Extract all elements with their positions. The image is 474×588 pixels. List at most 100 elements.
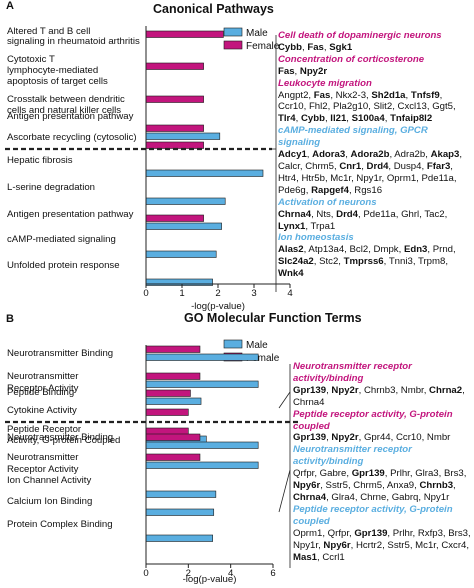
gene-block-heading: Neurotransmitter receptor activity/bindi… bbox=[293, 361, 412, 384]
panel-b-bar-female-1-2 bbox=[145, 372, 201, 380]
panel-a-bar-female-1-4 bbox=[145, 124, 204, 132]
gene-name: Npy1r bbox=[293, 539, 319, 551]
gene-name: Nmbr bbox=[400, 384, 424, 396]
gene-block-heading: Peptide receptor activity, G-protein cou… bbox=[293, 408, 453, 432]
gene-name: S100a4 bbox=[351, 113, 385, 125]
gene-list: Adcy1, Adora3, Adora2b, Adra2b, Akap3, C… bbox=[278, 149, 463, 196]
panel-a-category-label-1-2: apoptosis of target cells bbox=[7, 76, 108, 87]
gene-list: Chrna4, Nts, Drd4, Pde11a, Ghrl, Tac2, L… bbox=[278, 208, 448, 232]
panel-a-x-tick-label-1: 1 bbox=[179, 288, 184, 299]
gene-name: Npy2r bbox=[299, 65, 328, 77]
panel-b-category-label-2-3: Ion Channel Activity bbox=[7, 475, 91, 486]
panel-a-bar-male-2-5 bbox=[145, 278, 213, 286]
gene-name: Bcl2 bbox=[349, 244, 369, 256]
panel-b-legend-label-female: Female bbox=[246, 353, 280, 364]
gene-block-heading: Leukocyte migration bbox=[278, 77, 372, 89]
panel-b-category-label-2-2: Neurotransmitter bbox=[7, 452, 79, 463]
gene-name: Wnk4 bbox=[278, 268, 304, 280]
gene-list: Qrfpr, Gabre, Gpr139, Prlhr, Glra3, Brs3… bbox=[293, 468, 467, 503]
gene-block-heading: Neurotransmitter receptor activity/bindi… bbox=[293, 444, 412, 468]
panel-a-bar-female-2-3 bbox=[145, 214, 204, 222]
panel-a-legend-label-male: Male bbox=[246, 28, 268, 39]
gene-name: Tnfaip8l2 bbox=[390, 113, 433, 125]
gene-block-heading: Activation of neurons bbox=[278, 196, 377, 208]
gene-name: Cybb bbox=[300, 113, 325, 125]
panel-b-letter: B bbox=[6, 313, 14, 325]
gene-name: Npy2r bbox=[331, 384, 359, 396]
gene-name: Angpt2 bbox=[278, 89, 309, 101]
panel-b-x-tick-label-0: 0 bbox=[143, 568, 148, 579]
panel-a-bar-male-2-4 bbox=[145, 250, 217, 258]
gene-name: Chrna4 bbox=[293, 396, 325, 408]
panel-a-title: Canonical Pathways bbox=[153, 2, 274, 16]
gene-name: Dusp4 bbox=[393, 160, 422, 172]
gene-name: Nmbr bbox=[426, 432, 451, 444]
panel-b-x-tick-label-4: 4 bbox=[228, 568, 234, 579]
gene-name: Glra4 bbox=[331, 491, 355, 503]
gene-name: Tlr4 bbox=[278, 113, 296, 125]
gene-name: Mas1 bbox=[293, 551, 317, 563]
gene-name: Tmprss6 bbox=[343, 256, 384, 268]
panel-a-bar-female-1-5 bbox=[145, 141, 204, 149]
panel-b-bar-male-2-3 bbox=[145, 490, 217, 498]
gene-name: Qrfpr bbox=[327, 527, 349, 539]
gene-name: Calcr bbox=[278, 160, 300, 172]
gene-name: Tnfsf9 bbox=[410, 89, 440, 101]
gene-name: Fas bbox=[313, 89, 331, 101]
panel-b-bar-male-1-2 bbox=[145, 380, 259, 388]
gene-name: Chrna4 bbox=[293, 491, 327, 503]
gene-name: Pla2g10 bbox=[332, 101, 369, 113]
panel-a-letter: A bbox=[6, 0, 14, 12]
gene-list: Alas2, Atp13a4, Bcl2, Dmpk, Edn3, Prnd, … bbox=[278, 244, 456, 280]
gene-name: Oprm1 bbox=[293, 527, 323, 539]
panel-a-x-tick-label-2: 2 bbox=[215, 288, 220, 299]
panel-b-category-label-1-2: Neurotransmitter bbox=[7, 371, 79, 382]
gene-name: Hcrtr2 bbox=[355, 539, 383, 551]
panel-b-bar-female-1-3 bbox=[145, 389, 191, 397]
panel-b-x-axis-label: -log(p-value) bbox=[183, 574, 237, 585]
gene-name: Drd4 bbox=[336, 208, 358, 220]
gene-name: Atp13a4 bbox=[308, 244, 345, 256]
panel-b-category-label-1-5: Activity, G-protein Coupled bbox=[7, 435, 120, 446]
gene-name: Ffar3 bbox=[426, 160, 451, 172]
gene-name: Edn3 bbox=[403, 244, 428, 256]
gene-name: Gpr139 bbox=[293, 432, 327, 444]
gene-name: Ccr10 bbox=[395, 432, 422, 444]
panel-a-bar-female-1-3 bbox=[145, 95, 204, 103]
gene-name: Npy1r bbox=[423, 491, 450, 503]
gene-name: Chrna4 bbox=[278, 208, 312, 220]
panel-b-title: GO Molecular Function Terms bbox=[184, 311, 362, 325]
gene-name: Slit2 bbox=[373, 101, 393, 113]
panel-a-x-tick-label-3: 3 bbox=[251, 288, 256, 299]
panel-b-bar-female-2-1 bbox=[145, 433, 201, 441]
panel-b-bar-male-1-1 bbox=[145, 353, 259, 361]
gene-name: Drd4 bbox=[366, 160, 389, 172]
gene-name: Adra2b bbox=[394, 149, 426, 161]
gene-panel-b: Neurotransmitter receptor activity/bindi… bbox=[293, 361, 473, 563]
panel-b-bar-male-1-3 bbox=[145, 397, 202, 405]
gene-name: Slc24a2 bbox=[278, 256, 314, 268]
panel-a-category-label-1-3: Crosstalk between dendritic bbox=[7, 94, 125, 105]
gene-name: Ccrl1 bbox=[322, 551, 345, 563]
gene-name: Rgs16 bbox=[354, 184, 383, 196]
panel-b-category-label-2-5: Protein Complex Binding bbox=[7, 519, 113, 530]
gene-name: Sstr5 bbox=[325, 480, 348, 492]
panel-b-category-label-1-5: Peptide Receptor bbox=[7, 424, 82, 435]
gene-name: Fas bbox=[307, 41, 324, 53]
gene-name: Nkx2-3 bbox=[335, 89, 367, 101]
panel-a-bar-male-2-3 bbox=[145, 222, 222, 230]
gene-panel-a: Cell death of dopaminergic neurons Cybb, … bbox=[278, 30, 472, 280]
panel-b-x-tick-label-2: 2 bbox=[186, 568, 191, 579]
gene-name: Mc1r bbox=[415, 539, 436, 551]
gene-name: Anxa9 bbox=[386, 480, 415, 492]
panel-b-bar-female-1-1 bbox=[145, 345, 201, 353]
gene-name: Gpr44 bbox=[363, 432, 391, 444]
gene-block-heading: Peptide receptor activity, G-protein cou… bbox=[293, 503, 453, 527]
panel-b-category-label-1-2: Receptor Activity bbox=[7, 383, 79, 394]
gene-name: Cxcl13 bbox=[397, 101, 427, 113]
panel-a-x-axis-label: -log(p-value) bbox=[191, 301, 245, 312]
panel-a-category-label-2-5: Unfolded protein response bbox=[7, 260, 120, 271]
gene-name: Chrna2 bbox=[429, 384, 463, 396]
gene-name: Cnr1 bbox=[339, 160, 362, 172]
gene-name: Chrnb3 bbox=[363, 384, 396, 396]
